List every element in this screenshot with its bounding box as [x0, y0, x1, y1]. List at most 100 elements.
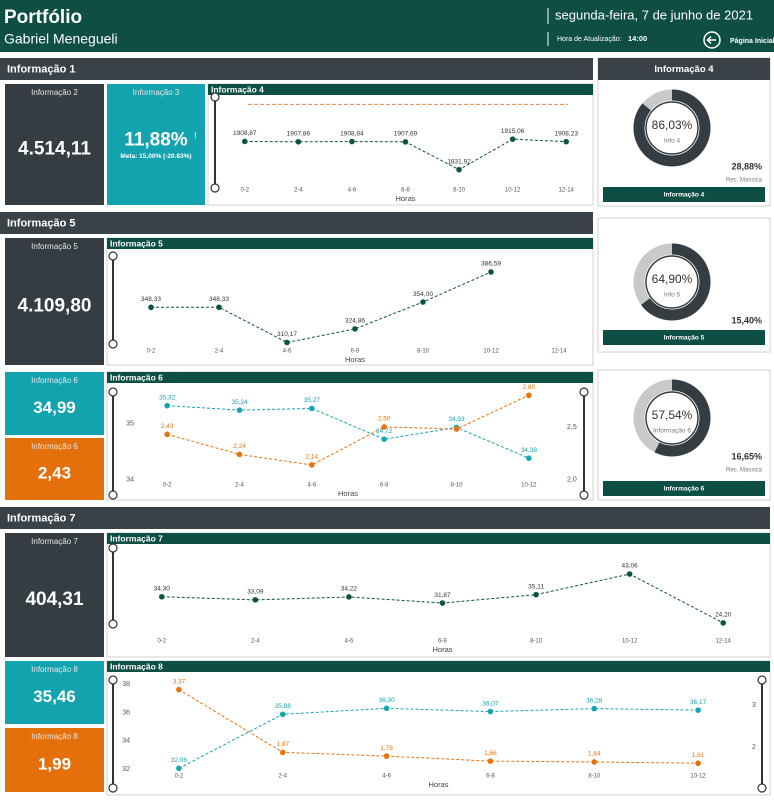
data-point: [487, 708, 494, 715]
data-label: 1,87: [276, 741, 289, 748]
data-label: 386,59: [481, 261, 501, 268]
data-point: [509, 136, 516, 142]
x-tick-label: 4-6: [307, 483, 316, 489]
x-tick-label: 8-10: [417, 349, 430, 355]
data-point: [439, 600, 446, 606]
arrow[interactable]: [706, 35, 717, 45]
chart-panel: [106, 532, 771, 658]
data-label: 34,93: [448, 416, 465, 423]
home-label[interactable]: Página Inicial: [730, 38, 774, 45]
data-label: 36,30: [378, 697, 395, 704]
data-point: [453, 426, 460, 432]
donut-value: 64,90%: [652, 272, 693, 286]
x-tick-label: 6-8: [486, 774, 495, 780]
data-point: [383, 753, 390, 759]
y2-tick-label: 2: [752, 744, 756, 751]
x-tick-label: 2-4: [278, 774, 287, 780]
x-tick-label: 10-12: [505, 188, 521, 194]
data-label: 1907,69: [394, 131, 418, 138]
section-title: Informação 5: [7, 217, 75, 229]
home-button[interactable]: Página Inicial: [703, 31, 774, 49]
data-label: 2,14: [306, 454, 319, 461]
x-tick-label: 12-14: [559, 188, 575, 194]
data-label: 35,27: [304, 397, 321, 404]
x-tick-label: 8-10: [453, 188, 466, 194]
kpi-title: Informação 6: [31, 376, 78, 385]
donut-footer: Informação 4: [664, 192, 705, 199]
donut-arc: [633, 243, 711, 321]
chart-title-bar: [208, 84, 593, 95]
chart-title-bar: [107, 238, 593, 249]
data-point: [533, 591, 539, 598]
data-label: 1908,87: [233, 130, 257, 137]
kpi-card: [5, 84, 104, 205]
kpi-card: [5, 728, 104, 792]
data-label: 1,64: [588, 751, 601, 758]
data-label: 1831,92: [447, 158, 471, 165]
data-point: [402, 139, 409, 145]
data-label: 3,37: [173, 678, 186, 685]
kpi-card: [5, 238, 104, 365]
kpi-value: 404,31: [25, 589, 84, 610]
x-tick-label: 0-2: [240, 188, 249, 194]
donut-caption: Informação 6: [653, 428, 691, 435]
data-point: [309, 405, 315, 412]
chart-title-bar: [107, 372, 593, 383]
y-tick-label: 38: [122, 681, 130, 688]
series-line: [167, 405, 530, 459]
data-label: 2,24: [233, 443, 246, 450]
data-label: 354,00: [413, 291, 433, 298]
y-tick-label: 34: [122, 738, 130, 745]
x-tick-label: 0-2: [157, 639, 166, 645]
kpi-title: Informação 3: [133, 88, 180, 97]
chart-title-bar: [107, 661, 770, 672]
y2-tick-label: 2,5: [567, 424, 577, 431]
data-point: [383, 705, 390, 712]
y-tick-label: 35: [126, 420, 134, 427]
data-label: 35,32: [159, 394, 176, 401]
home-icon[interactable]: [703, 31, 721, 49]
donut-caption: Info 5: [664, 292, 681, 299]
slider-handle: [108, 783, 118, 793]
data-label: 36,07: [482, 700, 499, 707]
data-label: 43,06: [622, 563, 639, 570]
data-label: 34,38: [521, 447, 538, 454]
slider-handle: [108, 387, 118, 397]
chart-title-bar: [107, 533, 770, 544]
data-point: [695, 760, 701, 767]
slider-handle: [108, 543, 118, 553]
donut-value: 86,03%: [652, 118, 693, 132]
slider-handle: [579, 387, 589, 397]
x-axis-label: Horas: [432, 645, 452, 654]
x-tick-label: 12-14: [551, 349, 567, 355]
kpi-value: 1,99: [38, 754, 71, 773]
donut-secondary-label: Rec. Massica: [726, 178, 763, 184]
series-line: [167, 394, 530, 466]
kpi-value: 2,43: [38, 463, 71, 482]
donut-footer-bar: [603, 481, 765, 496]
slider-handle: [210, 183, 220, 193]
data-point: [526, 455, 532, 461]
x-tick-label: 12-14: [716, 639, 732, 645]
data-label: 1,78: [380, 745, 393, 752]
data-point: [381, 436, 387, 442]
data-point: [591, 759, 598, 765]
chart-title: Informação 4: [211, 84, 264, 94]
data-point: [176, 686, 182, 693]
chart-title: Informação 5: [110, 238, 163, 248]
slider-handle: [108, 619, 118, 629]
x-tick-label: 10-12: [483, 349, 499, 355]
donut-footer: Informação 5: [664, 335, 705, 342]
data-label: 348,33: [209, 296, 229, 303]
data-point: [279, 749, 286, 756]
data-point: [346, 594, 352, 600]
header-bar: [0, 0, 774, 52]
section-bar: [0, 507, 770, 529]
kpi-card: [107, 84, 205, 205]
chart-title: Informação 7: [110, 533, 163, 543]
data-label: 1908,23: [554, 130, 578, 137]
chart-title: Informação 6: [110, 372, 163, 382]
data-label: 2,80: [523, 384, 536, 391]
x-tick-label: 2-4: [235, 483, 244, 489]
x-axis-label: Horas: [338, 489, 358, 498]
